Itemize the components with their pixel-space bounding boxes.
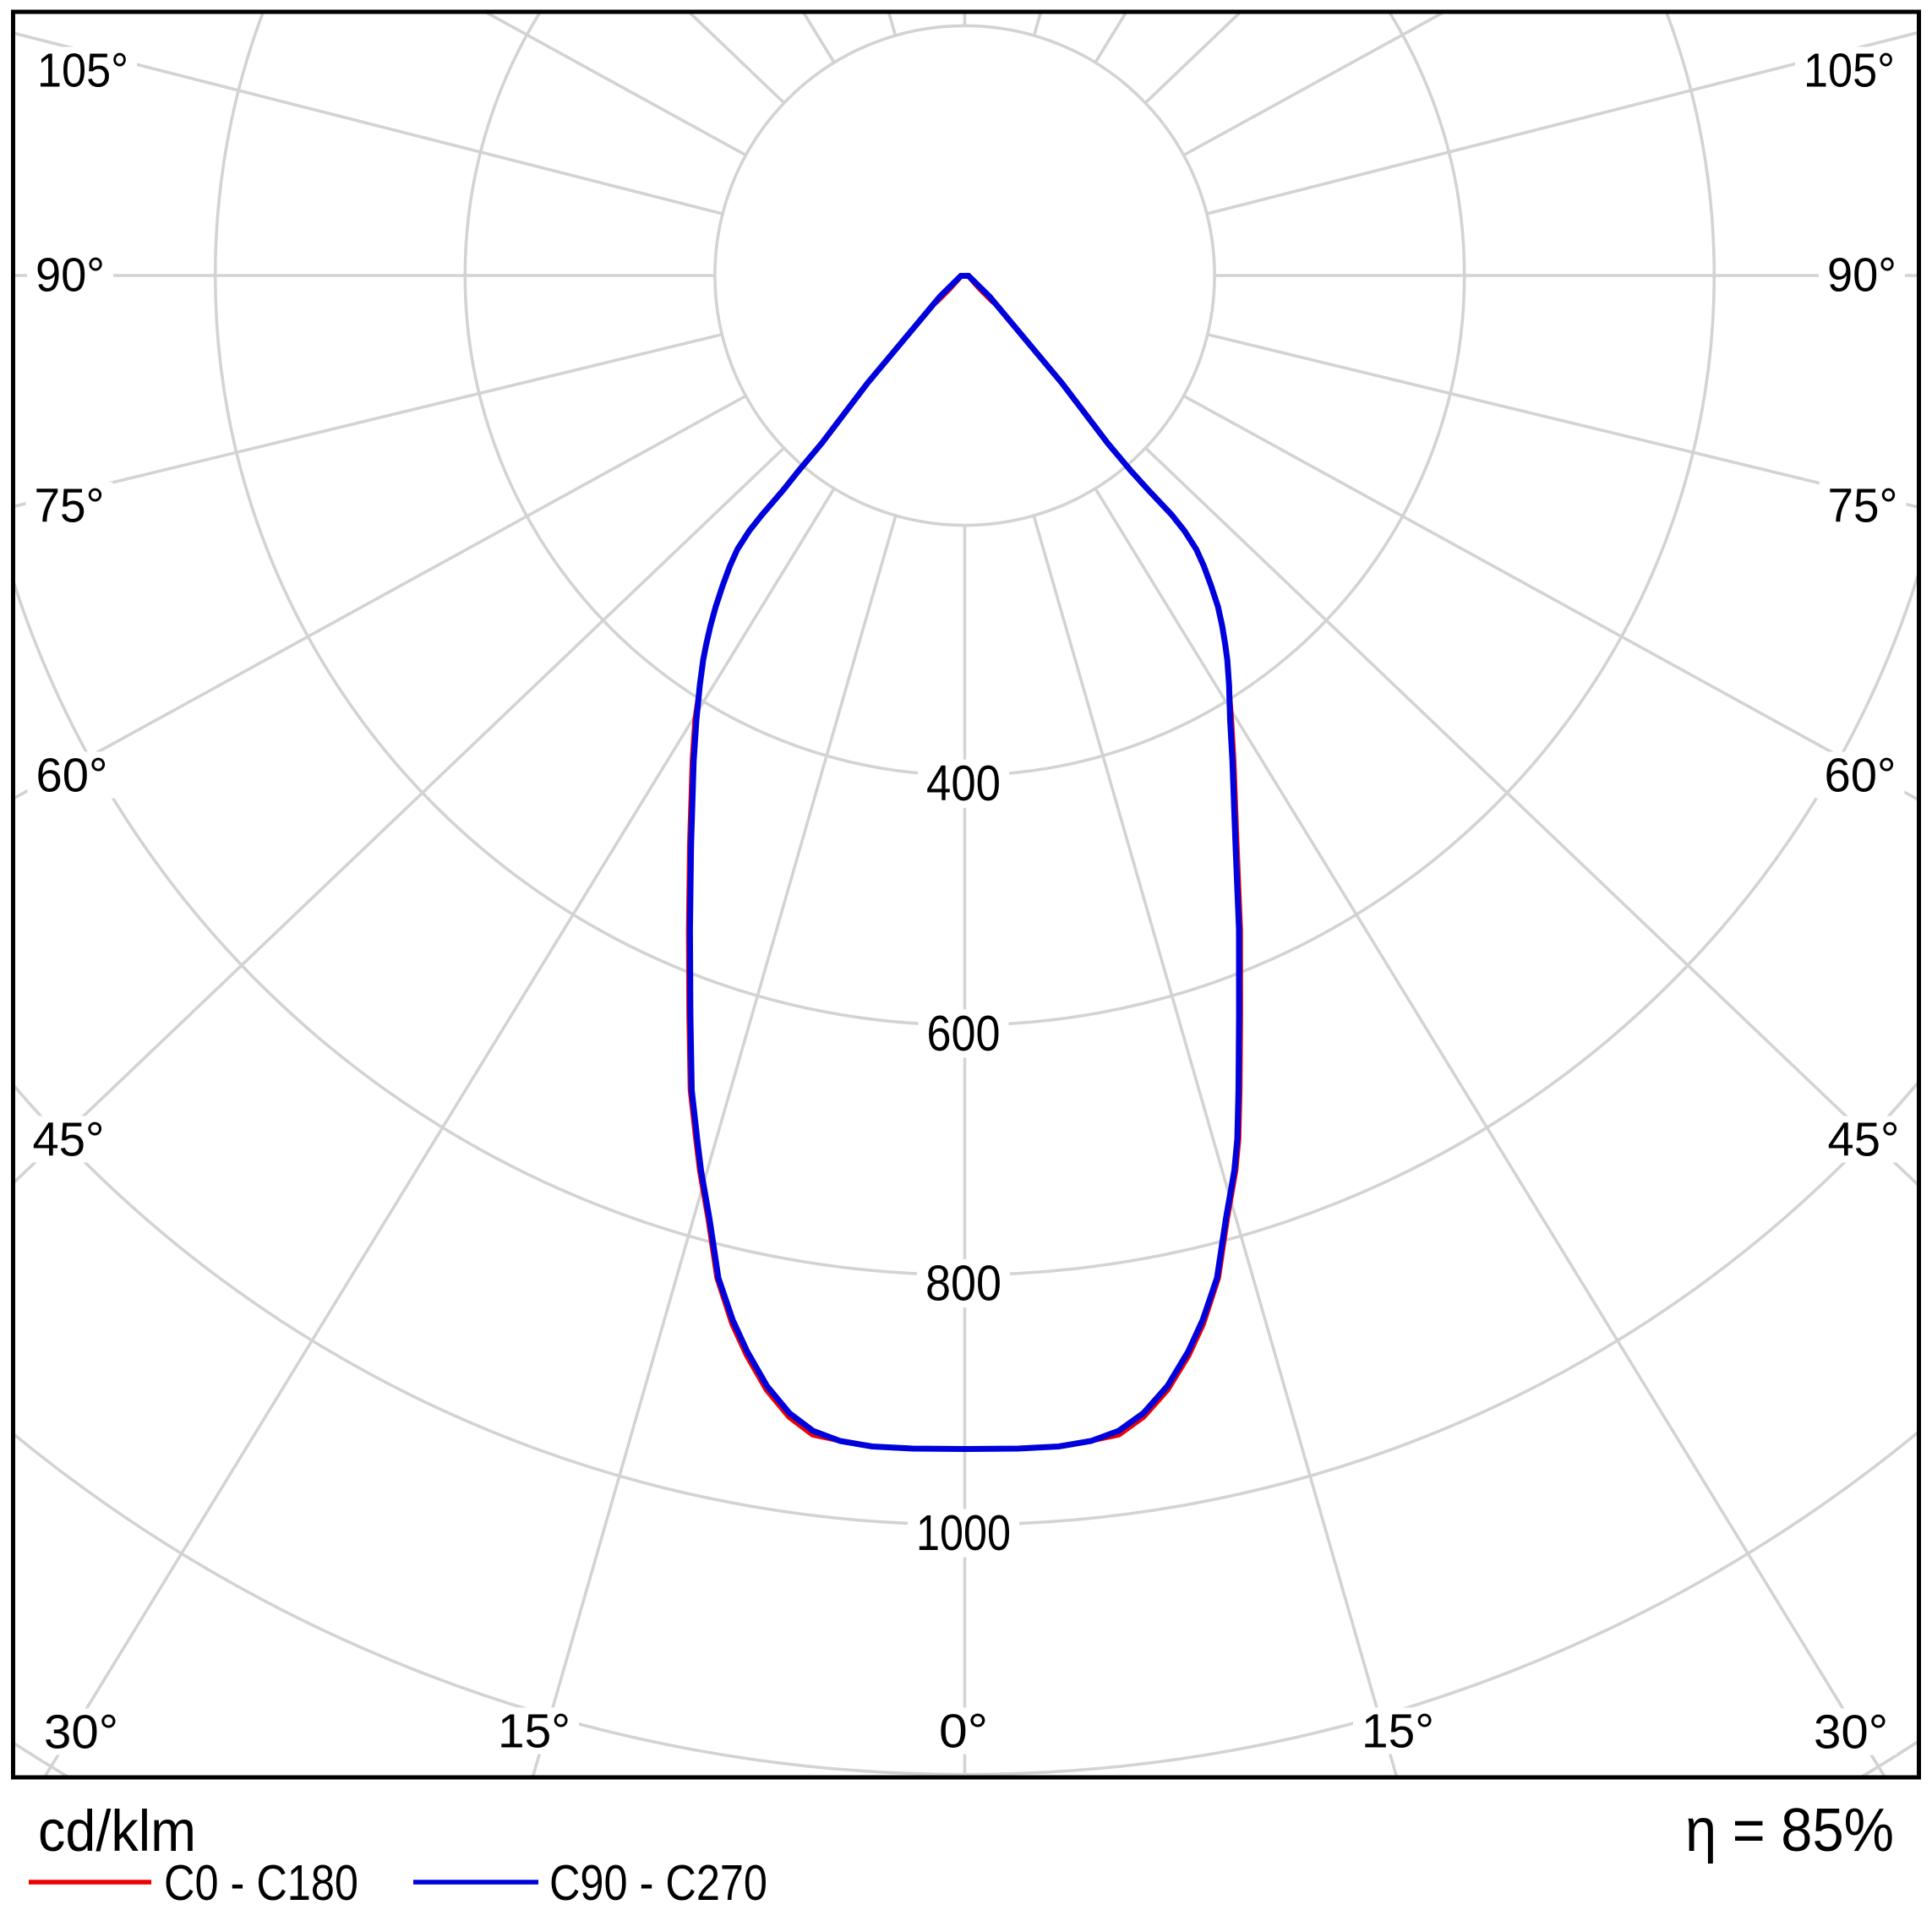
svg-text:1000: 1000 <box>916 1505 1011 1561</box>
svg-text:30°: 30° <box>44 1706 118 1759</box>
svg-text:90°: 90° <box>35 248 105 302</box>
svg-text:15°: 15° <box>1362 1705 1434 1758</box>
svg-text:cd/klm: cd/klm <box>38 1798 196 1864</box>
svg-text:45°: 45° <box>1828 1113 1900 1166</box>
svg-text:0°: 0° <box>939 1705 988 1758</box>
svg-text:75°: 75° <box>35 479 105 532</box>
svg-text:30°: 30° <box>1814 1706 1888 1759</box>
svg-text:45°: 45° <box>33 1113 105 1166</box>
svg-text:400: 400 <box>926 756 1001 811</box>
svg-text:C90 - C270: C90 - C270 <box>549 1855 767 1911</box>
svg-text:60°: 60° <box>36 749 108 802</box>
svg-text:105°: 105° <box>1804 44 1895 97</box>
svg-text:C0 - C180: C0 - C180 <box>164 1855 358 1911</box>
svg-text:75°: 75° <box>1828 479 1898 532</box>
svg-text:800: 800 <box>925 1255 1001 1311</box>
svg-text:η = 85%: η = 85% <box>1685 1797 1894 1864</box>
svg-text:600: 600 <box>927 1006 1001 1062</box>
svg-text:60°: 60° <box>1825 749 1897 802</box>
svg-text:90°: 90° <box>1827 248 1897 302</box>
svg-text:15°: 15° <box>498 1705 570 1758</box>
svg-text:105°: 105° <box>37 44 128 97</box>
